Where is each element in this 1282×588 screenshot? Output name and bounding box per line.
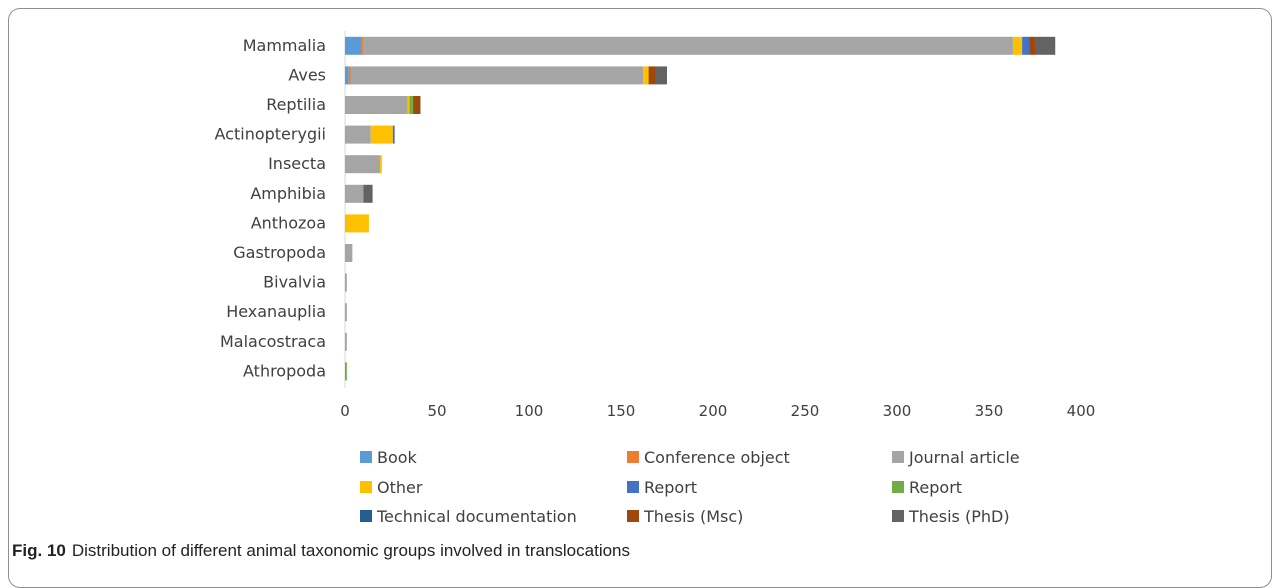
bar-segment [345, 36, 362, 55]
legend-item: Journal article [892, 448, 1020, 467]
x-tick-label: 150 [607, 402, 636, 420]
legend-item: Thesis (Msc) [627, 507, 743, 526]
x-tick-label: 400 [1067, 402, 1096, 420]
bar-segment [1029, 36, 1035, 55]
legend-label: Book [377, 448, 418, 467]
x-tick-label: 250 [791, 402, 820, 420]
bar-segment [345, 125, 371, 144]
category-label: Malacostraca [220, 332, 326, 351]
bar-segment [345, 332, 347, 351]
x-tick-label: 100 [515, 402, 544, 420]
category-label: Amphibia [250, 184, 326, 203]
category-label: Gastropoda [233, 243, 326, 262]
bars [345, 36, 1056, 381]
category-labels: Mammalia Aves Reptilia Actinopterygii Insect… [215, 36, 326, 381]
bar-segment [361, 36, 364, 55]
x-tick-label: 350 [975, 402, 1004, 420]
legend-swatch [360, 510, 372, 522]
legend-swatch [892, 451, 904, 463]
bar-segment [345, 184, 364, 203]
legend-label: Thesis (Msc) [643, 507, 743, 526]
legend-item: Thesis (PhD) [892, 507, 1010, 526]
legend-label: Conference object [644, 448, 790, 467]
legend-item: Report [627, 478, 697, 497]
category-label: Aves [288, 65, 326, 84]
bar-segment [407, 96, 410, 114]
bar-segment [363, 36, 1013, 55]
legend-label: Journal article [908, 448, 1020, 467]
legend-swatch [627, 481, 639, 493]
bar-segment [643, 66, 649, 85]
bar-segment [345, 244, 353, 262]
category-label: Bivalvia [263, 273, 326, 292]
legend-swatch [627, 451, 639, 463]
legend-swatch [360, 451, 372, 463]
legend-item: Report [892, 478, 962, 497]
legend-item: Book [360, 448, 418, 467]
legend-label: Report [909, 478, 962, 497]
legend-swatch [360, 481, 372, 493]
x-tick-labels: 0 50 100 150 200 250 300 350 400 [340, 402, 1095, 420]
legend-item: Technical documentation [360, 507, 577, 526]
category-label: Reptilia [266, 95, 326, 114]
stacked-bar-chart: Mammalia Aves Reptilia Actinopterygii Insect… [215, 31, 1095, 526]
bar-segment [350, 66, 644, 85]
category-label: Insecta [268, 154, 326, 173]
bar-segment [409, 96, 414, 114]
legend-label: Other [377, 478, 423, 497]
bar-segment [345, 66, 349, 85]
bar-segment [345, 273, 347, 292]
bar-segment [345, 155, 380, 174]
bar-segment [345, 362, 347, 381]
bar-segment [1035, 36, 1056, 55]
bar-segment [648, 66, 656, 85]
legend-label: Thesis (PhD) [908, 507, 1010, 526]
bar-segment [1012, 36, 1023, 55]
caption-label: Fig. 10 [12, 541, 66, 560]
legend: Book Conference object Journal article Othe… [360, 448, 1020, 526]
x-tick-label: 0 [340, 402, 350, 420]
bar-segment [379, 155, 382, 174]
category-label: Anthozoa [251, 213, 326, 232]
bar-segment [345, 96, 408, 114]
x-tick-label: 50 [427, 402, 446, 420]
legend-item: Conference object [627, 448, 790, 467]
legend-label: Technical documentation [376, 507, 577, 526]
legend-swatch [892, 481, 904, 493]
caption-text: Distribution of different animal taxonom… [71, 541, 631, 560]
bar-segment [413, 96, 421, 114]
bar-segment [345, 303, 347, 322]
bar-segment [345, 214, 369, 233]
x-tick-label: 200 [699, 402, 728, 420]
category-label: Hexanauplia [226, 302, 326, 321]
bar-segment [370, 125, 393, 144]
bar-segment [655, 66, 667, 85]
x-tick-label: 300 [883, 402, 912, 420]
category-label: Athropoda [243, 361, 326, 380]
category-label: Mammalia [243, 36, 326, 55]
legend-swatch [627, 510, 639, 522]
bar-segment [363, 184, 373, 203]
legend-item: Other [360, 478, 423, 497]
category-label: Actinopterygii [215, 125, 326, 144]
bar-segment [348, 66, 351, 85]
bar-segment [392, 125, 395, 144]
legend-label: Report [644, 478, 697, 497]
figure-caption: Fig. 10 Distribution of different animal … [12, 541, 630, 561]
bar-segment [1022, 36, 1030, 55]
legend-swatch [892, 510, 904, 522]
